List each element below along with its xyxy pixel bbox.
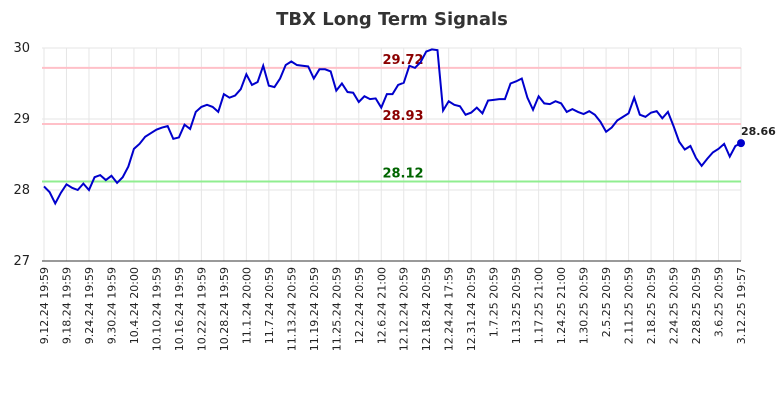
x-tick-label: 10.16.24 19:59 (173, 267, 186, 351)
x-tick-label: 3.6.25 20:59 (713, 267, 726, 337)
y-tick-label: 27 (13, 254, 30, 269)
reference-label: 29.72 (382, 53, 423, 68)
x-tick-label: 3.12.25 19:57 (735, 267, 748, 344)
x-tick-label: 11.13.24 20:59 (285, 267, 298, 351)
x-tick-label: 9.12.24 19:59 (38, 267, 51, 344)
x-tick-label: 2.11.25 20:59 (623, 267, 636, 344)
x-tick-label: 2.24.25 20:59 (668, 267, 681, 344)
x-tick-label: 10.10.24 19:59 (150, 267, 163, 351)
x-tick-label: 1.13.25 20:59 (510, 267, 523, 344)
x-tick-label: 11.1.24 20:00 (240, 267, 253, 344)
x-tick-label: 12.12.24 20:59 (398, 267, 411, 351)
x-tick-label: 12.31.24 20:59 (465, 267, 478, 351)
reference-label: 28.93 (382, 109, 423, 124)
x-tick-label: 12.24.24 17:59 (443, 267, 456, 351)
x-tick-label: 1.7.25 20:59 (488, 267, 501, 337)
x-tick-label: 10.4.24 20:00 (128, 267, 141, 344)
x-tick-label: 11.7.24 20:59 (263, 267, 276, 344)
x-tick-label: 2.28.25 20:59 (690, 267, 703, 344)
last-point (737, 139, 745, 148)
x-tick-label: 10.28.24 19:59 (218, 267, 231, 351)
chart-title: TBX Long Term Signals (276, 9, 508, 30)
x-tick-label: 11.19.24 20:59 (308, 267, 321, 351)
x-tick-label: 1.17.25 21:00 (533, 267, 546, 344)
x-tick-label: 9.18.24 19:59 (60, 267, 73, 344)
x-tick-label: 9.30.24 19:59 (105, 267, 118, 344)
x-tick-label: 10.22.24 19:59 (195, 267, 208, 351)
x-tick-label: 1.30.25 20:59 (578, 267, 591, 344)
last-value-label: 28.66 (741, 125, 776, 138)
x-tick-label: 11.25.24 20:59 (330, 267, 343, 351)
reference-label: 28.12 (382, 166, 423, 181)
y-tick-label: 28 (13, 183, 30, 198)
x-tick-label: 12.18.24 20:59 (420, 267, 433, 351)
x-tick-label: 1.24.25 21:00 (555, 267, 568, 344)
y-tick-label: 29 (13, 112, 30, 127)
x-tick-label: 2.18.25 20:59 (645, 267, 658, 344)
y-tick-label: 30 (13, 41, 30, 56)
x-tick-label: 12.6.24 21:00 (375, 267, 388, 344)
x-tick-label: 12.2.24 20:59 (353, 267, 366, 344)
x-tick-label: 2.5.25 20:59 (600, 267, 613, 337)
price-line (43, 48, 742, 206)
x-tick-label: 9.24.24 19:59 (83, 267, 96, 344)
